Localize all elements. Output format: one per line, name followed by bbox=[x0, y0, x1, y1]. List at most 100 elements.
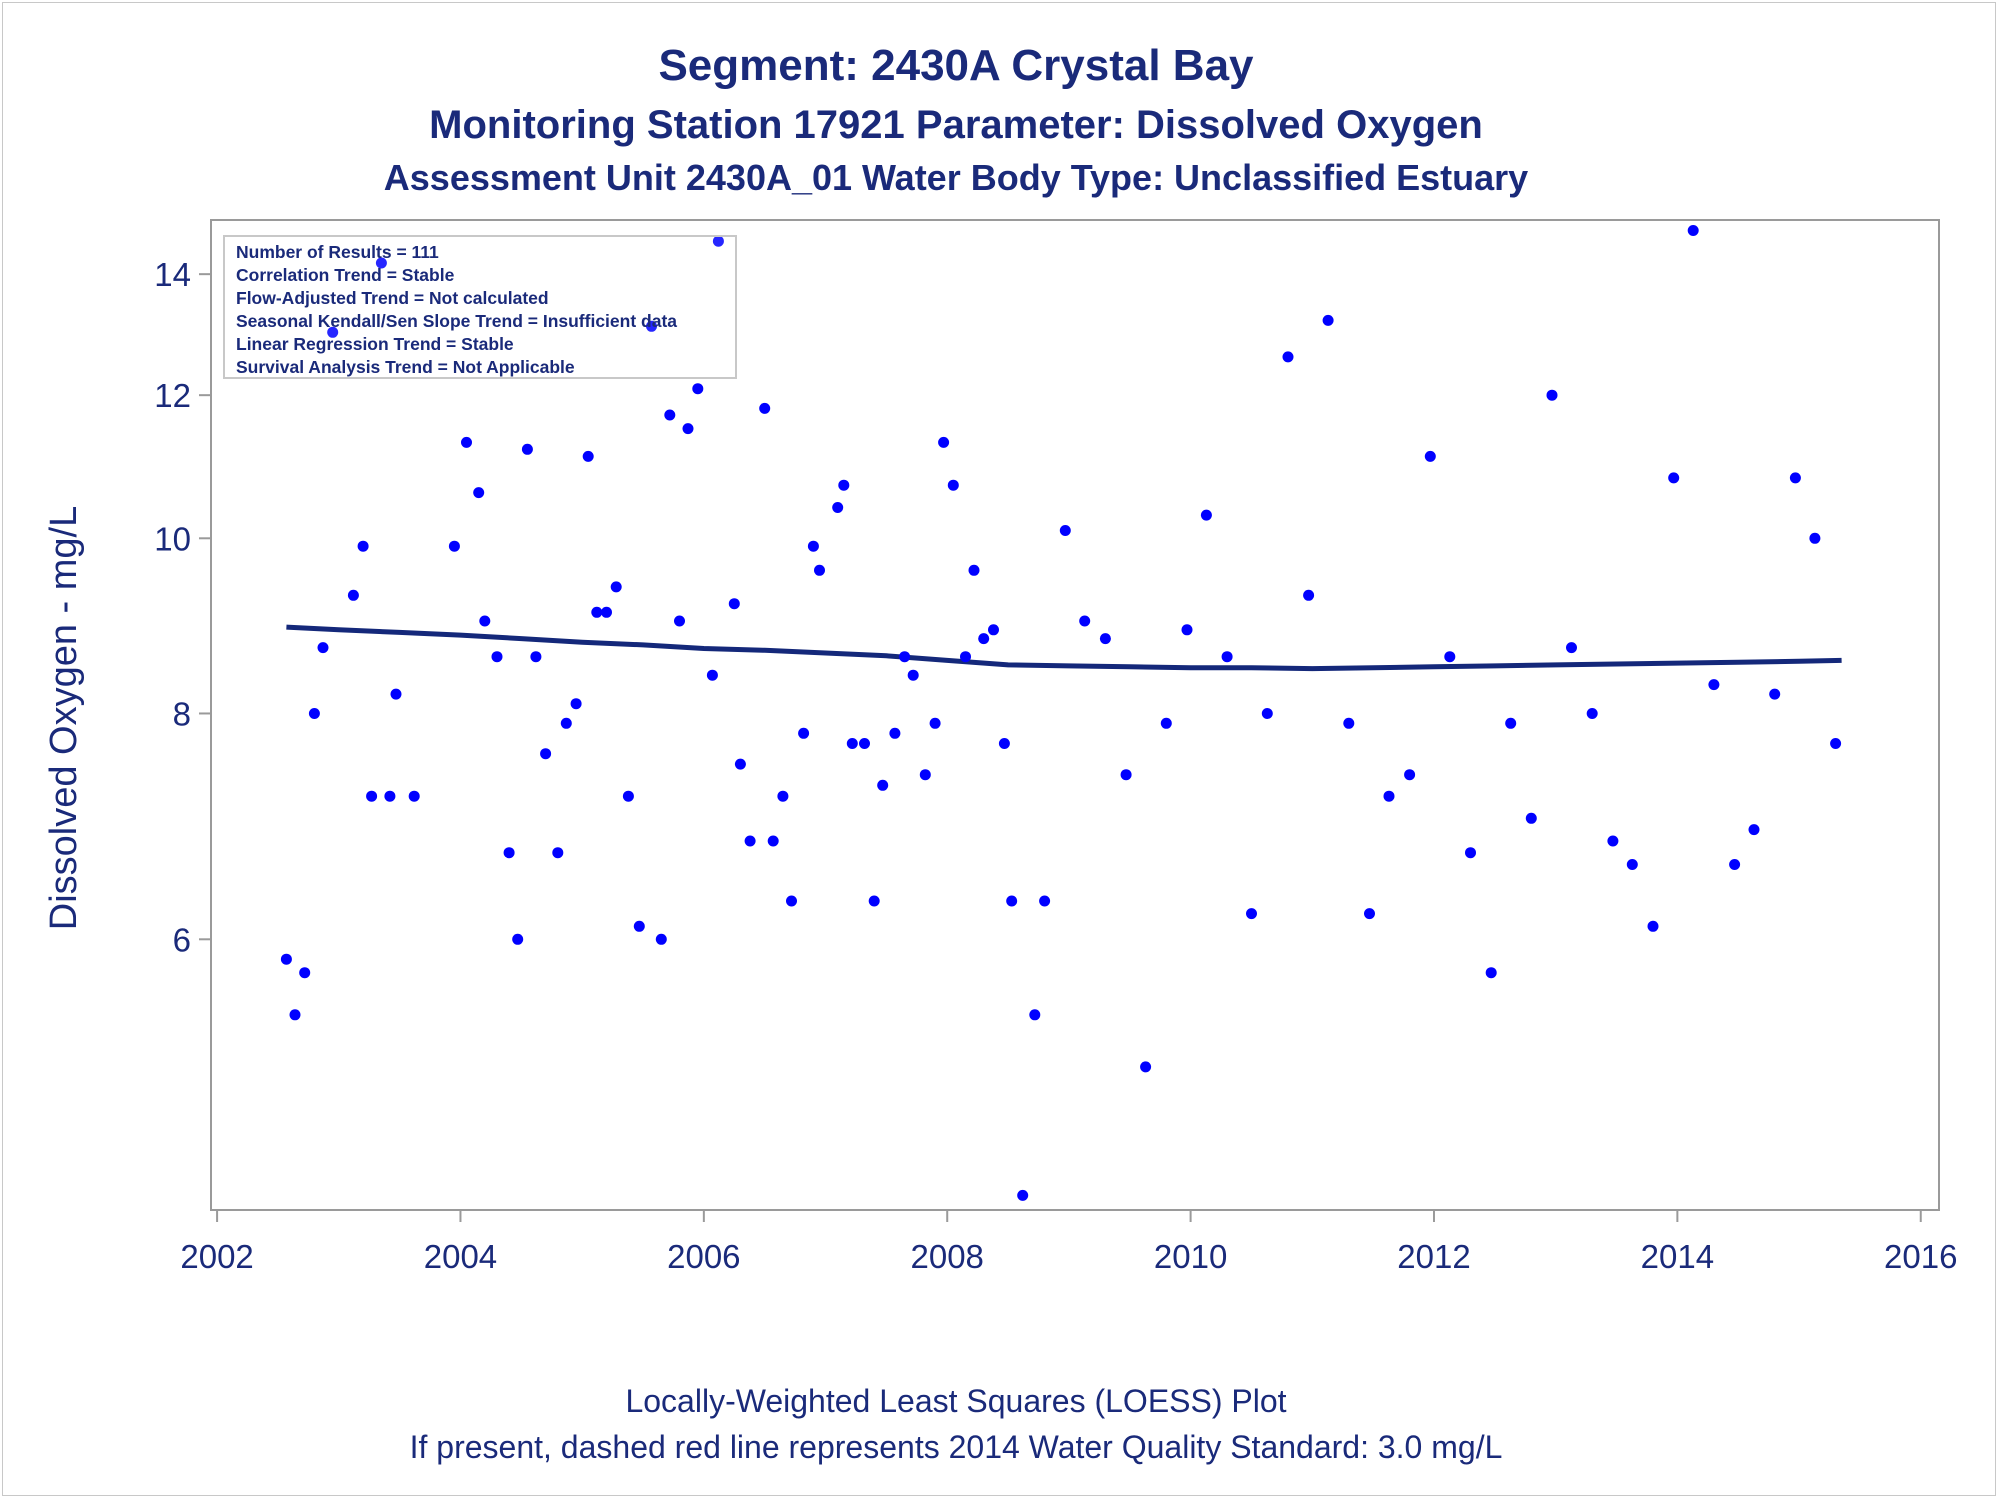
y-tick-label: 6 bbox=[173, 921, 191, 958]
data-point bbox=[1668, 472, 1680, 484]
data-point bbox=[1160, 717, 1172, 729]
data-point bbox=[929, 717, 941, 729]
data-point bbox=[1261, 708, 1273, 719]
data-point bbox=[366, 790, 378, 802]
data-point bbox=[1343, 717, 1355, 729]
data-point bbox=[1789, 472, 1801, 484]
data-point bbox=[1221, 651, 1233, 663]
data-point bbox=[552, 847, 564, 859]
data-point bbox=[1099, 633, 1111, 645]
data-point bbox=[798, 727, 810, 739]
data-point bbox=[978, 633, 990, 645]
data-point bbox=[530, 651, 542, 663]
y-tick-label: 10 bbox=[154, 520, 191, 557]
footnote-2: If present, dashed red line represents 2… bbox=[410, 1429, 1503, 1465]
data-point bbox=[1607, 835, 1619, 847]
data-point bbox=[1505, 717, 1517, 729]
data-point bbox=[448, 540, 460, 552]
stats-line: Number of Results = 111 bbox=[236, 242, 439, 262]
data-point bbox=[919, 769, 931, 781]
data-point bbox=[682, 423, 694, 435]
plot-area bbox=[210, 219, 1940, 1211]
data-point bbox=[1424, 450, 1436, 462]
data-point bbox=[832, 502, 844, 513]
stats-box bbox=[223, 235, 737, 379]
data-point bbox=[1830, 738, 1842, 749]
data-point bbox=[988, 624, 999, 636]
data-point bbox=[347, 589, 359, 601]
x-tick-label: 2014 bbox=[1641, 1238, 1714, 1275]
data-point bbox=[1079, 615, 1091, 627]
data-point bbox=[503, 847, 515, 859]
data-point bbox=[734, 758, 746, 770]
data-point bbox=[1809, 532, 1821, 544]
data-point bbox=[998, 738, 1010, 749]
x-tick-label: 2004 bbox=[424, 1238, 497, 1275]
data-point bbox=[582, 450, 594, 462]
stats-line: Survival Analysis Trend = Not Applicable bbox=[236, 357, 575, 377]
data-point bbox=[1485, 967, 1497, 979]
data-point bbox=[846, 738, 858, 749]
data-point bbox=[408, 790, 420, 802]
data-point bbox=[899, 651, 911, 663]
data-point bbox=[327, 326, 339, 338]
data-point bbox=[1546, 389, 1558, 401]
data-point bbox=[1647, 920, 1659, 932]
x-tick-label: 2002 bbox=[180, 1238, 253, 1275]
data-point bbox=[706, 669, 718, 681]
data-point bbox=[289, 1009, 301, 1021]
data-point bbox=[712, 235, 724, 247]
stats-line: Correlation Trend = Stable bbox=[236, 265, 455, 285]
footnote-1: Locally-Weighted Least Squares (LOESS) P… bbox=[625, 1383, 1286, 1419]
y-axis-label: Dissolved Oxygen - mg/L bbox=[43, 506, 85, 931]
data-point bbox=[1708, 679, 1720, 691]
data-point bbox=[357, 540, 369, 552]
data-point bbox=[1120, 769, 1132, 781]
data-point bbox=[375, 257, 387, 269]
data-point bbox=[1525, 812, 1537, 824]
data-point bbox=[1017, 1189, 1029, 1201]
data-point bbox=[646, 320, 657, 332]
data-point bbox=[1626, 859, 1638, 870]
x-axis: 2002 2004 2006 2008 2010 2012 2014 2016 bbox=[180, 1210, 1957, 1275]
data-point bbox=[591, 606, 603, 618]
x-tick-label: 2008 bbox=[911, 1238, 984, 1275]
data-point bbox=[384, 790, 396, 802]
data-point bbox=[610, 581, 622, 593]
data-point bbox=[674, 615, 685, 627]
loess-line bbox=[286, 624, 1842, 672]
y-axis: 6 8 10 12 14 bbox=[154, 256, 211, 958]
chart-subtitle: Monitoring Station 17921 Parameter: Diss… bbox=[429, 103, 1483, 147]
data-point bbox=[877, 779, 889, 791]
data-point bbox=[601, 606, 612, 618]
x-tick-label: 2016 bbox=[1884, 1238, 1957, 1275]
data-point bbox=[1748, 824, 1760, 836]
data-point bbox=[1586, 708, 1598, 719]
data-point bbox=[1729, 859, 1741, 870]
y-tick-label: 8 bbox=[173, 695, 191, 732]
stats-line: Linear Regression Trend = Stable bbox=[236, 334, 514, 354]
y-tick-label: 12 bbox=[154, 377, 191, 414]
stats-line: Seasonal Kendall/Sen Slope Trend = Insuf… bbox=[236, 311, 677, 331]
data-point bbox=[317, 642, 329, 654]
data-point bbox=[299, 967, 311, 979]
data-point bbox=[968, 564, 980, 576]
data-point bbox=[1282, 351, 1294, 363]
data-point bbox=[664, 409, 676, 421]
data-point bbox=[759, 402, 771, 414]
data-point bbox=[1566, 642, 1577, 654]
data-point bbox=[1140, 1061, 1152, 1073]
data-point bbox=[1364, 908, 1375, 920]
data-point bbox=[479, 615, 491, 627]
data-point bbox=[814, 564, 825, 576]
data-point bbox=[1404, 769, 1416, 781]
y-tick-label: 14 bbox=[154, 256, 191, 293]
data-point bbox=[868, 895, 880, 907]
data-point bbox=[786, 895, 797, 907]
data-point bbox=[767, 835, 779, 847]
data-point bbox=[308, 708, 320, 719]
chart-subtitle-2: Assessment Unit 2430A_01 Water Body Type… bbox=[384, 157, 1528, 198]
data-point bbox=[390, 688, 402, 700]
data-point bbox=[947, 479, 959, 491]
